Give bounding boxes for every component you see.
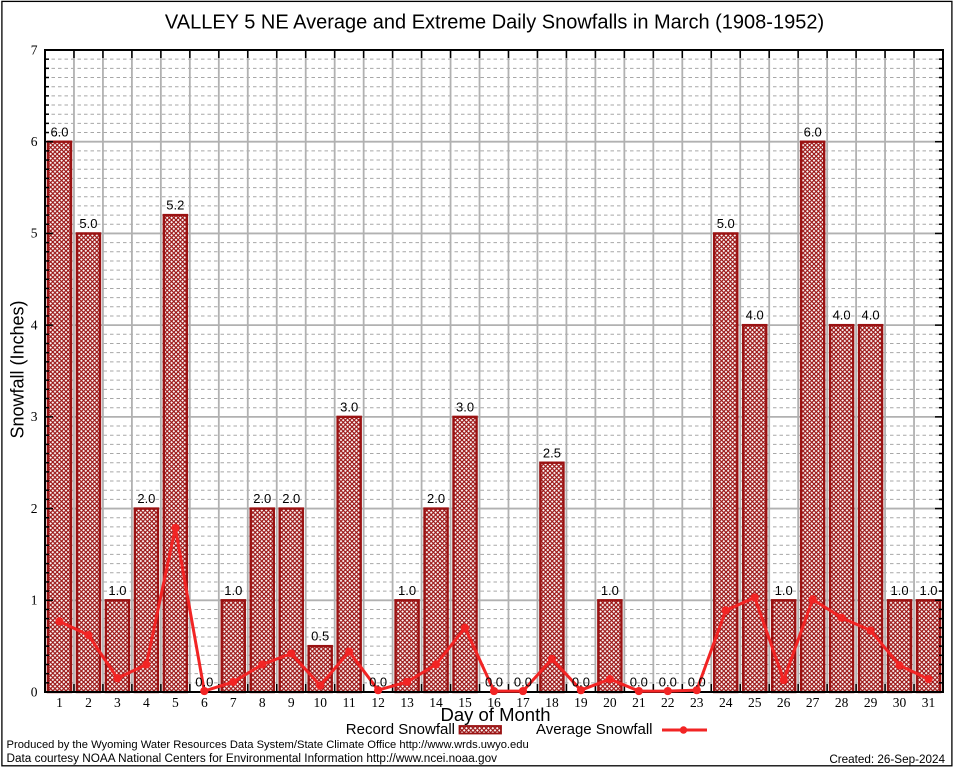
svg-text:5: 5 xyxy=(31,226,38,241)
svg-text:2.0: 2.0 xyxy=(282,491,300,506)
svg-text:1: 1 xyxy=(31,593,38,608)
svg-text:9: 9 xyxy=(288,695,295,710)
svg-text:20: 20 xyxy=(603,695,617,710)
svg-text:7: 7 xyxy=(230,695,237,710)
svg-text:23: 23 xyxy=(690,695,704,710)
svg-text:6.0: 6.0 xyxy=(50,124,68,139)
svg-text:6.0: 6.0 xyxy=(804,124,822,139)
svg-text:4: 4 xyxy=(143,695,150,710)
svg-text:1.0: 1.0 xyxy=(601,583,619,598)
svg-text:5.0: 5.0 xyxy=(717,216,735,231)
svg-text:4.0: 4.0 xyxy=(746,308,764,323)
svg-text:16: 16 xyxy=(487,695,501,710)
svg-text:3.0: 3.0 xyxy=(340,399,358,414)
svg-text:12: 12 xyxy=(371,695,385,710)
svg-text:2.0: 2.0 xyxy=(253,491,271,506)
svg-text:1.0: 1.0 xyxy=(775,583,793,598)
svg-text:26: 26 xyxy=(777,695,791,710)
svg-text:6: 6 xyxy=(201,695,208,710)
svg-text:VALLEY 5 NE Average and Extrem: VALLEY 5 NE Average and Extreme Daily Sn… xyxy=(165,12,824,34)
svg-text:0.0: 0.0 xyxy=(195,675,213,690)
svg-text:22: 22 xyxy=(661,695,675,710)
svg-text:0.0: 0.0 xyxy=(369,675,387,690)
svg-text:4.0: 4.0 xyxy=(833,308,851,323)
svg-text:31: 31 xyxy=(922,695,936,710)
svg-text:24: 24 xyxy=(719,695,733,710)
svg-text:8: 8 xyxy=(259,695,266,710)
svg-text:2.0: 2.0 xyxy=(427,491,445,506)
svg-text:29: 29 xyxy=(864,695,878,710)
svg-text:13: 13 xyxy=(400,695,414,710)
svg-text:0.0: 0.0 xyxy=(514,675,532,690)
svg-text:30: 30 xyxy=(893,695,907,710)
svg-text:27: 27 xyxy=(806,695,820,710)
svg-text:3: 3 xyxy=(31,409,38,424)
svg-text:1.0: 1.0 xyxy=(224,583,242,598)
svg-text:1: 1 xyxy=(56,695,63,710)
svg-text:0.0: 0.0 xyxy=(659,675,677,690)
svg-text:Created: 26-Sep-2024: Created: 26-Sep-2024 xyxy=(829,753,945,766)
svg-text:3: 3 xyxy=(114,695,121,710)
svg-text:21: 21 xyxy=(632,695,646,710)
svg-text:4.0: 4.0 xyxy=(862,308,880,323)
svg-text:Average Snowfall: Average Snowfall xyxy=(536,721,652,738)
svg-text:28: 28 xyxy=(835,695,849,710)
svg-text:Data courtesy NOAA National Ce: Data courtesy NOAA National Centers for … xyxy=(7,752,498,765)
svg-text:2: 2 xyxy=(31,501,38,516)
svg-text:15: 15 xyxy=(458,695,472,710)
svg-text:5: 5 xyxy=(172,695,179,710)
svg-text:0.0: 0.0 xyxy=(630,675,648,690)
svg-text:1.0: 1.0 xyxy=(108,583,126,598)
svg-text:2.5: 2.5 xyxy=(543,445,561,460)
svg-text:5.2: 5.2 xyxy=(166,198,184,213)
svg-text:0.5: 0.5 xyxy=(311,629,329,644)
svg-text:7: 7 xyxy=(31,42,38,57)
svg-text:Snowfall (Inches): Snowfall (Inches) xyxy=(8,300,28,438)
svg-text:1.0: 1.0 xyxy=(891,583,909,598)
svg-text:11: 11 xyxy=(343,695,356,710)
svg-text:4: 4 xyxy=(31,317,38,332)
svg-text:19: 19 xyxy=(574,695,588,710)
svg-text:Record Snowfall: Record Snowfall xyxy=(346,721,455,738)
svg-text:17: 17 xyxy=(516,695,530,710)
svg-text:25: 25 xyxy=(748,695,762,710)
svg-text:Produced by the Wyoming Water: Produced by the Wyoming Water Resources … xyxy=(7,739,529,751)
svg-text:0.0: 0.0 xyxy=(688,675,706,690)
svg-text:2: 2 xyxy=(85,695,92,710)
svg-text:18: 18 xyxy=(545,695,559,710)
svg-text:0.0: 0.0 xyxy=(572,675,590,690)
svg-text:1.0: 1.0 xyxy=(398,583,416,598)
svg-text:2.0: 2.0 xyxy=(137,491,155,506)
svg-text:6: 6 xyxy=(31,134,38,149)
svg-text:5.0: 5.0 xyxy=(79,216,97,231)
svg-text:0: 0 xyxy=(31,684,38,699)
svg-text:14: 14 xyxy=(429,695,443,710)
svg-text:0.0: 0.0 xyxy=(485,675,503,690)
svg-text:10: 10 xyxy=(313,695,327,710)
svg-text:Day of Month: Day of Month xyxy=(440,704,550,725)
svg-text:3.0: 3.0 xyxy=(456,399,474,414)
svg-text:1.0: 1.0 xyxy=(919,583,937,598)
